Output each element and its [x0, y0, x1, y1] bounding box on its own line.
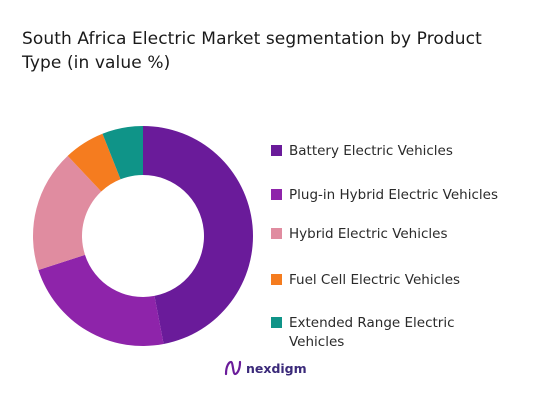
legend-swatch-hybrid-electric-vehicles: [271, 228, 282, 239]
brand-logo: nexdigm: [224, 360, 307, 376]
legend-swatch-extended-range-electric-vehicles: [271, 317, 282, 328]
legend-item-fuel-cell-electric-vehicles: Fuel Cell Electric Vehicles: [271, 271, 504, 290]
legend-item-hybrid-electric-vehicles: Hybrid Electric Vehicles: [271, 225, 504, 244]
nexdigm-logo-icon: [224, 360, 242, 376]
donut-slice-battery-electric-vehicles: [143, 126, 254, 345]
legend-swatch-battery-electric-vehicles: [271, 145, 282, 156]
brand-name: nexdigm: [246, 360, 307, 376]
donut-slice-plug-in-hybrid-electric-vehicles: [38, 254, 164, 346]
donut-slice-hybrid-electric-vehicles: [32, 155, 102, 270]
legend-label-extended-range-electric-vehicles: Extended Range Electric Vehicles: [289, 315, 455, 350]
donut-slice-extended-range-electric-vehicles: [102, 126, 143, 180]
legend-item-plug-in-hybrid-electric-vehicles: Plug-in Hybrid Electric Vehicles: [271, 186, 504, 205]
legend-item-battery-electric-vehicles: Battery Electric Vehicles: [271, 142, 504, 161]
chart-title: South Africa Electric Market segmentatio…: [22, 29, 482, 73]
legend-label-fuel-cell-electric-vehicles: Fuel Cell Electric Vehicles: [289, 272, 461, 288]
donut-slice-fuel-cell-electric-vehicles: [67, 133, 121, 192]
legend-label-hybrid-electric-vehicles: Hybrid Electric Vehicles: [289, 226, 448, 242]
legend-swatch-plug-in-hybrid-electric-vehicles: [271, 189, 282, 200]
legend-label-battery-electric-vehicles: Battery Electric Vehicles: [289, 143, 453, 159]
legend-swatch-fuel-cell-electric-vehicles: [271, 274, 282, 285]
legend-label-plug-in-hybrid-electric-vehicles: Plug-in Hybrid Electric Vehicles: [289, 187, 498, 203]
legend-item-extended-range-electric-vehicles: Extended Range Electric Vehicles: [271, 314, 504, 352]
